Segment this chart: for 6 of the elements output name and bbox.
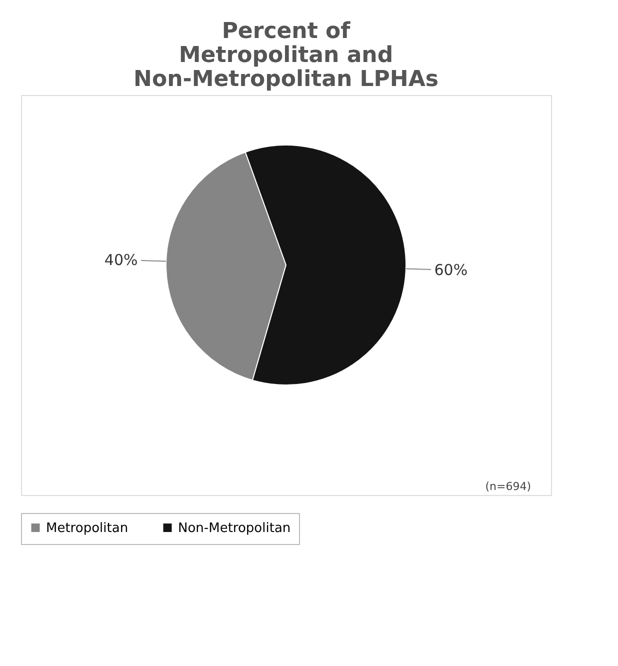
chart-title: Percent of Metropolitan and Non-Metropolitan LPHAs <box>134 19 438 92</box>
legend-label: Non-Metropolitan <box>178 520 291 536</box>
data-label: 40% <box>104 250 138 269</box>
data-label: 60% <box>434 261 468 280</box>
legend-label: Metropolitan <box>46 520 128 536</box>
text: (n=694) <box>485 480 531 493</box>
